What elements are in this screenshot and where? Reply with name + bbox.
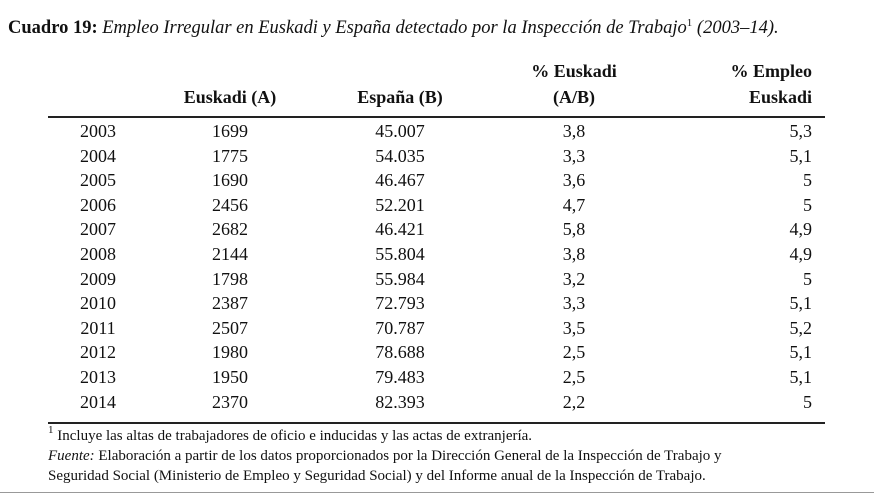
table-cell: 2,5 <box>562 367 586 387</box>
table-cell: 3,3 <box>562 293 586 314</box>
table-cell: 2682 <box>212 219 248 240</box>
row-year: 2008 <box>80 244 116 264</box>
column-header: % Euskadi <box>531 61 617 81</box>
table-cell: 5 <box>803 391 812 412</box>
column-header: Euskadi <box>748 87 812 107</box>
table-cell: 55.984 <box>375 268 425 289</box>
table-cell: 1699 <box>212 121 248 141</box>
table-cell: 3,8 <box>562 121 586 141</box>
table-cell: 3,8 <box>562 244 586 264</box>
table-cell: 1798 <box>212 268 248 289</box>
caption-text: Empleo Irregular en Euskadi y España det… <box>102 18 687 38</box>
caption-note-ref: 1 <box>686 17 693 29</box>
bottom-rule <box>48 422 825 424</box>
row-year: 2007 <box>80 219 116 240</box>
column-header: Euskadi (A) <box>183 87 277 107</box>
row-year: 2009 <box>80 268 116 289</box>
top-rule <box>48 116 825 118</box>
table-cell: 3,2 <box>562 268 586 289</box>
table-cell: 1950 <box>212 367 248 387</box>
table-cell: 2,2 <box>562 391 586 412</box>
table-cell: 5,3 <box>789 121 813 141</box>
table-cell: 5,1 <box>789 145 813 166</box>
table-cell: 78.688 <box>375 342 425 363</box>
table-cell: 5,1 <box>789 367 813 387</box>
footnote: 1 Incluye las altas de trabajadores de o… <box>48 425 533 445</box>
table-caption: Cuadro 19: Empleo Irregular en Euskadi y… <box>8 18 779 39</box>
table-cell: 4,9 <box>789 244 813 264</box>
row-year: 2011 <box>80 317 116 338</box>
table-cell: 45.007 <box>375 121 425 141</box>
table-cell: 3,5 <box>562 317 586 338</box>
footnote-text: Incluye las altas de trabajadores de ofi… <box>57 428 533 444</box>
table-cell: 5 <box>803 170 812 191</box>
row-year: 2014 <box>80 391 116 412</box>
table-cell: 2370 <box>212 391 248 412</box>
table-cell: 2144 <box>212 244 248 264</box>
column-header: % Empleo <box>730 61 812 81</box>
table-cell: 2507 <box>212 317 248 338</box>
table-cell: 54.035 <box>375 145 425 166</box>
row-year: 2012 <box>80 342 116 363</box>
table-cell: 5,1 <box>789 293 813 314</box>
source-line: Seguridad Social (Ministerio de Empleo y… <box>48 468 706 485</box>
row-year: 2005 <box>80 170 116 191</box>
row-year: 2006 <box>80 194 116 215</box>
table-cell: 3,6 <box>562 170 586 191</box>
column-header: España (B) <box>357 87 443 107</box>
row-year: 2003 <box>80 121 116 141</box>
source-line: Fuente: Elaboración a partir de los dato… <box>48 448 722 465</box>
table-cell: 5,2 <box>789 317 813 338</box>
table-cell: 5 <box>803 268 812 289</box>
row-year: 2010 <box>80 293 116 314</box>
table-cell: 1980 <box>212 342 248 363</box>
table-cell: 3,3 <box>562 145 586 166</box>
table-cell: 46.421 <box>375 219 425 240</box>
table-cell: 79.483 <box>375 367 425 387</box>
table-cell: 82.393 <box>375 391 425 412</box>
table-cell: 5,1 <box>789 342 813 363</box>
row-year: 2013 <box>80 367 116 387</box>
table-cell: 72.793 <box>375 293 425 314</box>
table-cell: 5 <box>803 194 812 215</box>
table-cell: 5,8 <box>562 219 586 240</box>
table-cell: 1690 <box>212 170 248 191</box>
column-header: (A/B) <box>553 87 595 107</box>
source-text: Seguridad Social (Ministerio de Empleo y… <box>48 468 706 484</box>
source-label: Fuente: <box>48 448 95 464</box>
table-cell: 2456 <box>212 194 248 215</box>
table-cell: 2,5 <box>562 342 586 363</box>
table-cell: 46.467 <box>375 170 425 191</box>
caption-period: (2003–14). <box>696 18 779 38</box>
footnote-mark: 1 <box>48 424 54 436</box>
table-cell: 55.804 <box>375 244 425 264</box>
table-cell: 52.201 <box>375 194 425 215</box>
table-cell: 2387 <box>212 293 248 314</box>
table-cell: 4,9 <box>789 219 813 240</box>
source-text: Elaboración a partir de los datos propor… <box>98 448 722 464</box>
table-cell: 4,7 <box>562 194 586 215</box>
row-year: 2004 <box>80 145 116 166</box>
caption-label: Cuadro 19: <box>8 18 98 38</box>
page-rule <box>0 492 874 493</box>
table-cell: 1775 <box>212 145 248 166</box>
table-cell: 70.787 <box>375 317 425 338</box>
